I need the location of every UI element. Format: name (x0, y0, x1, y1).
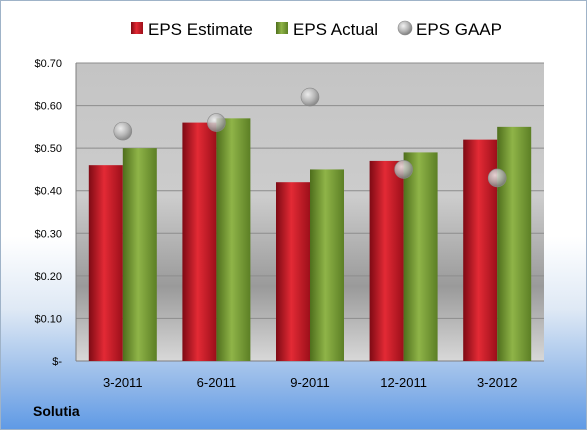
x-tick-label: 9-2011 (290, 375, 330, 390)
point-eps-gaap (487, 168, 507, 188)
bar-eps-actual (403, 152, 438, 361)
x-tick-label: 6-2011 (197, 375, 237, 390)
bar-eps-estimate (182, 122, 217, 361)
y-tick-label: $0.60 (34, 101, 62, 113)
y-tick-label: $0.50 (34, 143, 62, 155)
bar-eps-actual (310, 169, 344, 361)
y-tick-label: $0.30 (34, 228, 62, 240)
bar-eps-estimate (369, 160, 404, 361)
point-eps-gaap (207, 113, 226, 132)
legend-label: EPS Actual (293, 20, 378, 39)
legend-swatch (276, 22, 288, 34)
legend-label: EPS GAAP (416, 20, 502, 39)
x-tick-label: 12-2011 (380, 375, 427, 390)
bar-eps-actual (497, 126, 532, 361)
company-name: Solutia (33, 403, 80, 419)
bar-eps-actual (122, 148, 157, 361)
legend-swatch (397, 20, 413, 36)
point-eps-gaap (394, 160, 413, 179)
point-eps-gaap (113, 121, 133, 141)
x-tick-label: 3-2012 (477, 375, 517, 390)
bar-eps-actual (216, 118, 251, 361)
y-tick-label: $0.40 (34, 186, 62, 198)
point-eps-gaap (300, 87, 320, 107)
y-tick-label: $- (52, 356, 62, 368)
bar-eps-estimate (276, 182, 310, 361)
y-tick-label: $0.20 (34, 271, 62, 283)
bar-eps-estimate (88, 165, 123, 361)
y-tick-label: $0.70 (34, 58, 62, 70)
legend-swatch (131, 22, 143, 34)
y-tick-label: $0.10 (34, 313, 62, 325)
x-tick-label: 3-2011 (103, 375, 143, 390)
legend-label: EPS Estimate (148, 20, 253, 39)
